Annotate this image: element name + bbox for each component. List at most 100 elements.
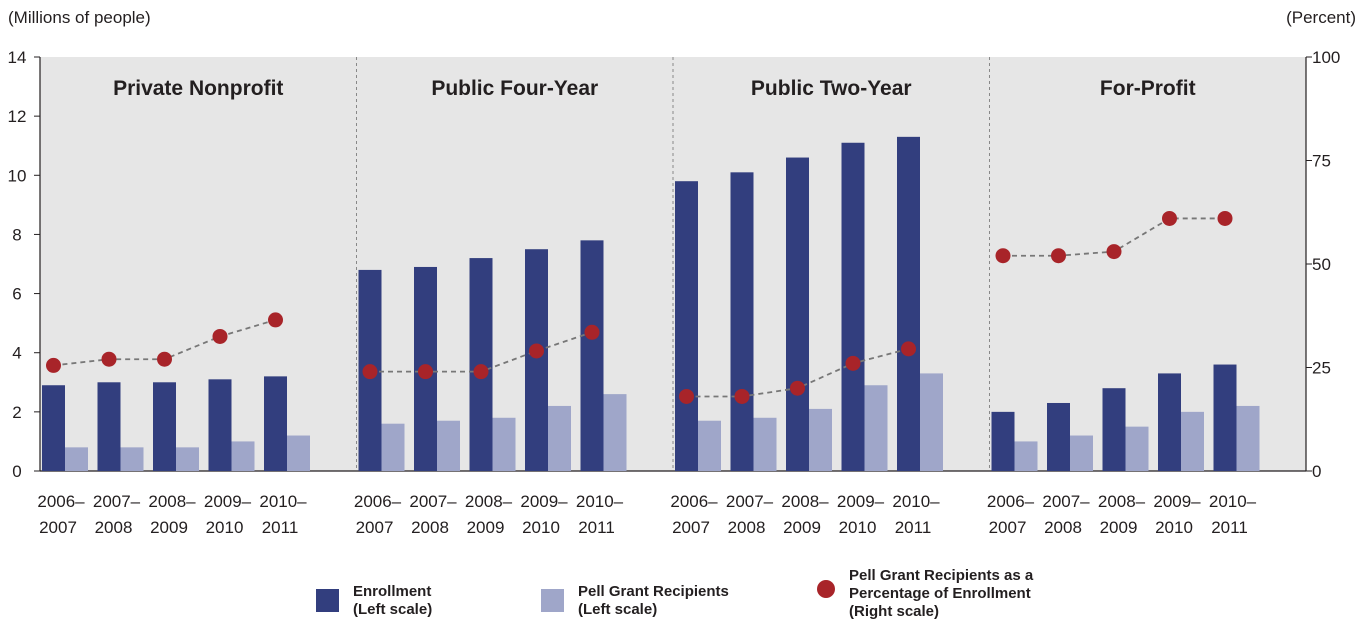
percent-point (1162, 210, 1177, 226)
percent-point (212, 328, 228, 344)
category-label-line1: 2007– (726, 492, 774, 511)
legend-percent: Pell Grant Recipients as a Percentage of… (817, 567, 1033, 621)
pell-bar (548, 405, 571, 471)
category-label-line1: 2008– (465, 492, 513, 511)
enrollment-bar (580, 240, 604, 471)
percent-point (1051, 248, 1066, 264)
pell-bar (1014, 441, 1038, 471)
category-label-line2: 2009 (783, 518, 821, 537)
category-label-line1: 2006– (670, 492, 718, 511)
legend-pell: Pell Grant Recipients (Left scale) (541, 583, 729, 619)
percent-point (901, 341, 916, 357)
pell-bar (920, 373, 943, 471)
percent-point (362, 364, 378, 380)
enrollment-bar (786, 157, 809, 472)
category-label-line1: 2010– (259, 492, 307, 511)
pell-bar (287, 435, 310, 471)
category-label-line2: 2011 (578, 518, 615, 537)
percent-point (157, 351, 172, 367)
pell-bar (65, 447, 88, 471)
left-tick-label: 0 (12, 462, 21, 481)
percent-point (529, 343, 544, 359)
left-tick-label: 8 (12, 225, 21, 244)
pell-bar (864, 385, 888, 471)
percent-point (845, 355, 861, 371)
category-label-line1: 2009– (520, 492, 568, 511)
percent-point (473, 364, 489, 380)
category-label-line1: 2007– (1042, 492, 1090, 511)
legend-percent-dot (817, 580, 835, 598)
pell-bar (176, 447, 199, 471)
category-label-line1: 2006– (987, 492, 1035, 511)
legend-enrollment-label: Enrollment (Left scale) (353, 583, 433, 618)
category-label-line1: 2010– (576, 492, 624, 511)
category-label-line1: 2008– (148, 492, 196, 511)
percent-point (995, 248, 1011, 264)
percent-point (790, 380, 805, 396)
category-label-line2: 2010 (522, 518, 560, 537)
pell-bar (437, 420, 460, 471)
left-axis-label: (Millions of people) (8, 8, 151, 27)
enrollment-bar (525, 249, 548, 471)
panel-title: Private Nonprofit (113, 77, 283, 100)
right-axis-label: (Percent) (1286, 8, 1356, 27)
pell-bar (231, 441, 255, 471)
category-label-line1: 2006– (37, 492, 85, 511)
pell-bar (381, 423, 405, 471)
pell-bar (1125, 426, 1149, 471)
pell-bar (753, 417, 777, 471)
category-label-line2: 2007 (356, 518, 394, 537)
pell-bar (1236, 405, 1260, 471)
legend-enrollment-swatch (316, 589, 339, 612)
category-label-line2: 2008 (728, 518, 766, 537)
enrollment-bar (675, 181, 698, 471)
category-label-line2: 2008 (1044, 518, 1082, 537)
enrollment-bar (1047, 402, 1070, 471)
panel-title: For-Profit (1100, 77, 1196, 100)
left-tick-label: 12 (8, 107, 27, 126)
pell-bar (1181, 411, 1204, 471)
percent-point (268, 312, 283, 328)
legend-pell-label: Pell Grant Recipients (Left scale) (578, 583, 729, 618)
right-tick-label: 75 (1312, 152, 1331, 171)
left-tick-label: 10 (8, 166, 27, 185)
percent-point (1217, 210, 1233, 226)
percent-point (584, 324, 600, 340)
enrollment-bar (991, 411, 1015, 471)
left-tick-label: 2 (12, 403, 21, 422)
category-label-line2: 2007 (989, 518, 1027, 537)
chart: 0 2 4 6 8 10 12 14 0 25 50 75 100 Private Nonprofit 20… (8, 48, 1341, 537)
category-label-line2: 2009 (150, 518, 188, 537)
right-tick-label: 25 (1312, 359, 1331, 378)
legend-pell-swatch (541, 589, 564, 612)
enrollment-bar (153, 382, 176, 471)
category-label-line2: 2010 (839, 518, 877, 537)
category-label-line1: 2007– (93, 492, 141, 511)
category-label-line1: 2008– (1098, 492, 1146, 511)
percent-point (734, 388, 750, 404)
category-label-line1: 2006– (354, 492, 402, 511)
enrollment-bar (1158, 373, 1181, 471)
enrollment-bar (897, 136, 920, 472)
percent-point (1106, 244, 1122, 260)
enrollment-bar (841, 142, 865, 471)
panel-title: Public Two-Year (751, 77, 912, 100)
enrollment-bar (42, 385, 65, 471)
category-label-line2: 2007 (672, 518, 710, 537)
pell-bar (1070, 435, 1093, 471)
left-tick-label: 6 (12, 285, 21, 304)
enrollment-bar (208, 379, 232, 471)
legend-enrollment: Enrollment (Left scale) (316, 583, 432, 619)
percent-point (679, 388, 694, 404)
pell-bar (492, 417, 516, 471)
category-label-line2: 2009 (467, 518, 505, 537)
percent-point (418, 364, 433, 380)
right-tick-label: 0 (1312, 462, 1321, 481)
enrollment-bar (264, 376, 287, 471)
category-label-line1: 2009– (1153, 492, 1201, 511)
category-label-line1: 2007– (409, 492, 457, 511)
category-label-line2: 2011 (1211, 518, 1248, 537)
pell-bar (120, 447, 144, 471)
enrollment-bar (730, 172, 754, 472)
legend-percent-label: Pell Grant Recipients as a Percentage of… (849, 567, 1034, 620)
